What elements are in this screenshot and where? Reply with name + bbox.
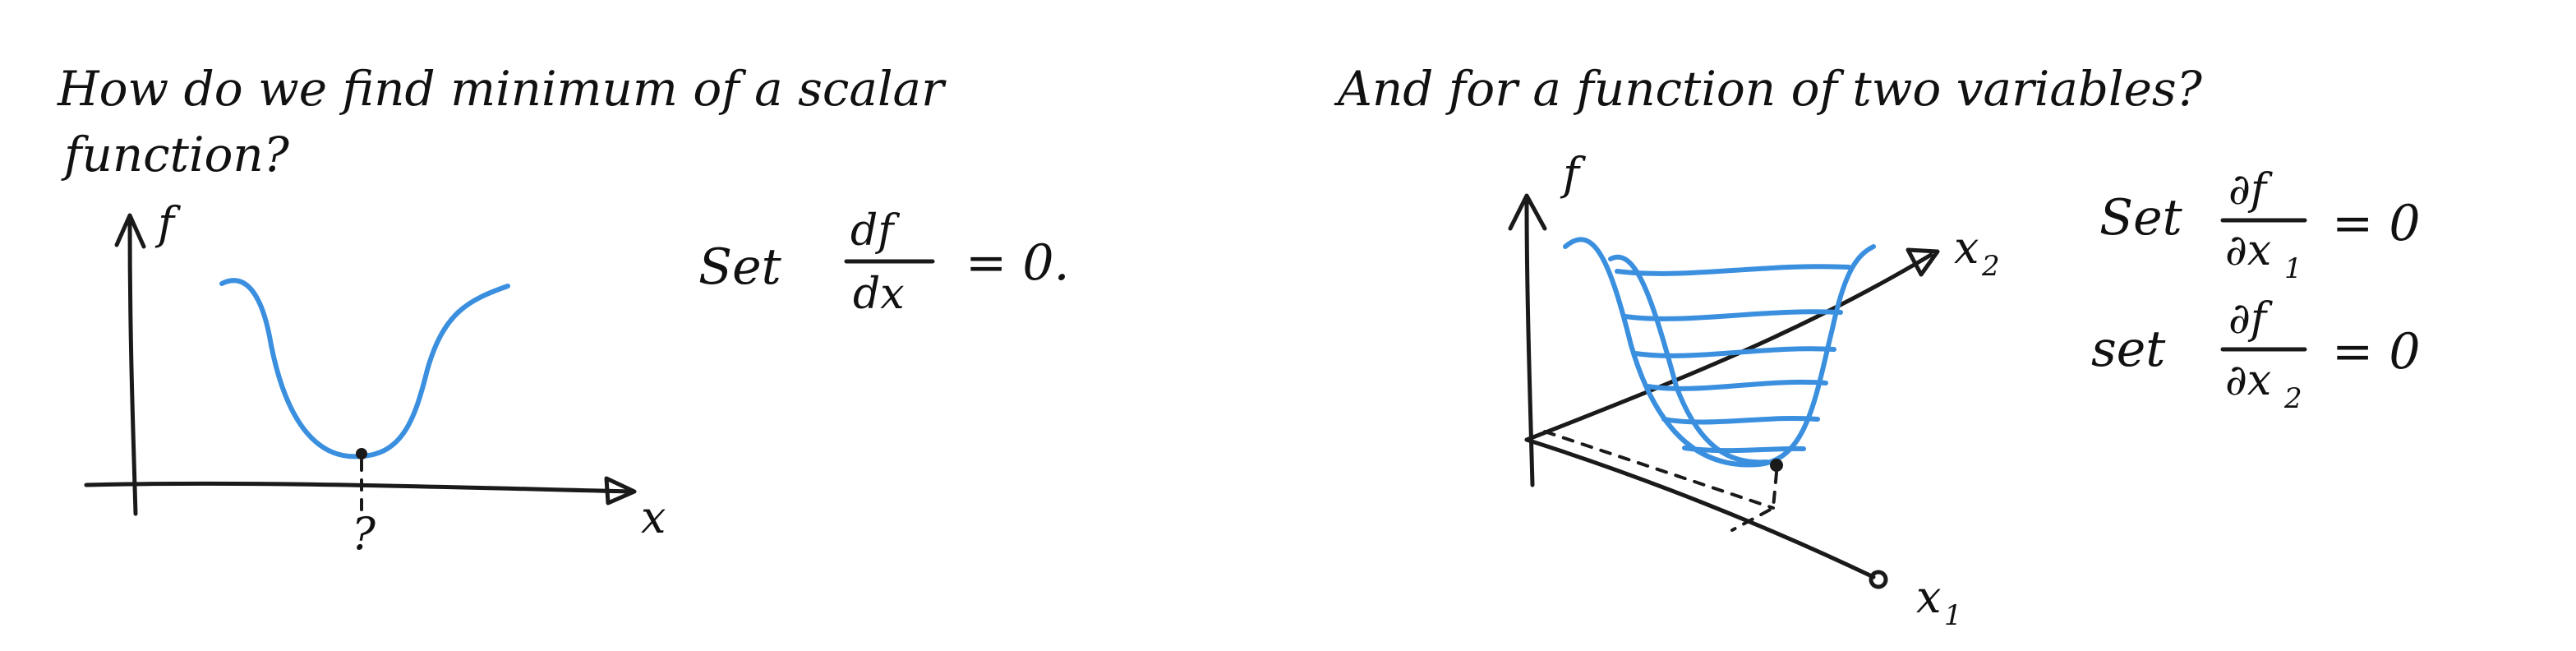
right-eq2-rhs: = 0	[2332, 323, 2421, 381]
x1-axis-label: x	[1916, 571, 1941, 623]
right-eq1-denominator: ∂x	[2225, 226, 2271, 275]
right-question: And for a function of two variables?	[1334, 61, 2203, 117]
right-eq2-set-word: set	[2091, 321, 2166, 378]
f-axis-arrow	[1508, 193, 1547, 231]
right-equation-2: set ∂f ∂x 2 = 0	[2091, 294, 2421, 415]
left-axes	[84, 213, 637, 516]
right-eq2-numerator: ∂f	[2228, 294, 2273, 344]
left-eq-numerator: df	[850, 206, 900, 256]
left-eq-rhs: = 0.	[965, 234, 1070, 292]
left-eq-denominator: dx	[853, 270, 905, 319]
right-equation-1: Set ∂f ∂x 1 = 0	[2099, 165, 2421, 285]
bowl-contour-1	[1615, 264, 1851, 276]
x1-axis	[1524, 437, 1876, 579]
minimum-marker-label: ?	[352, 508, 376, 560]
left-x-axis	[84, 481, 635, 494]
f-axis-label: f	[1560, 148, 1586, 200]
x1-axis-end	[1869, 570, 1888, 589]
right-eq1-numerator: ∂f	[2228, 165, 2273, 215]
left-y-axis-arrow	[114, 213, 146, 249]
x2-axis-arrow	[1906, 247, 1940, 277]
right-axes	[1508, 193, 1940, 589]
bowl-min-projection-line	[1543, 430, 1775, 510]
right-eq1-denominator-sub: 1	[2284, 252, 2302, 285]
left-question-line2: function?	[61, 127, 290, 182]
right-eq1-set-word: Set	[2099, 189, 2183, 247]
left-question-line1: How do we find minimum of a scalar	[57, 61, 947, 117]
left-x-axis-label: x	[641, 492, 666, 543]
bowl-minimum-point	[1770, 459, 1783, 472]
bowl-contour-5	[1661, 415, 1820, 425]
bowl-contour-6	[1682, 446, 1806, 454]
left-y-axis	[127, 218, 138, 516]
bowl-outline-back	[1608, 254, 1769, 465]
left-equation: Set df dx = 0.	[698, 206, 1070, 319]
minimum-point	[356, 448, 367, 459]
right-eq1-rhs: = 0	[2332, 195, 2421, 252]
right-panel: And for a function of two variables? f x…	[1334, 61, 2421, 632]
x2-axis	[1524, 252, 1933, 442]
two-variable-bowl-surface	[1563, 237, 1876, 468]
x1-axis-subscript: 1	[1944, 599, 1962, 632]
x2-axis-subscript: 2	[1981, 250, 2000, 283]
f-axis	[1524, 199, 1535, 487]
right-eq2-denominator: ∂x	[2225, 356, 2271, 405]
left-eq-set-word: Set	[698, 238, 782, 296]
x2-axis-label: x	[1954, 222, 1979, 274]
left-y-axis-label: f	[154, 197, 181, 249]
bowl-contour-4	[1645, 379, 1828, 391]
left-x-axis-arrow	[604, 476, 637, 506]
bowl-contour-3	[1633, 346, 1836, 358]
scalar-function-curve	[219, 278, 510, 459]
bowl-contour-2	[1623, 309, 1843, 321]
bowl-min-drop-x1	[1730, 471, 1778, 532]
right-eq2-denominator-sub: 2	[2283, 382, 2302, 415]
left-panel: How do we find minimum of a scalar funct…	[57, 61, 1070, 560]
